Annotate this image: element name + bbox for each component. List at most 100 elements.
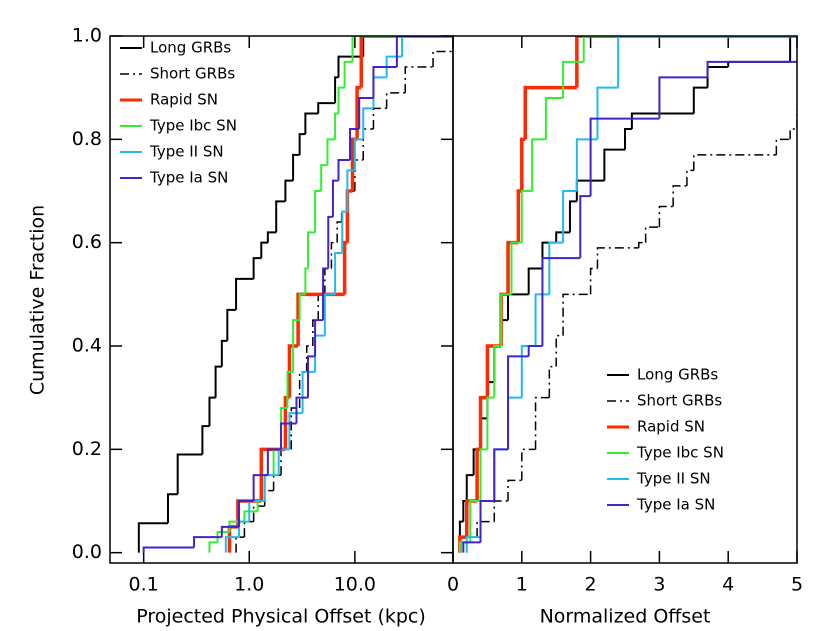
step-line [644, 226, 660, 243]
step-line [462, 541, 481, 553]
step-line [355, 85, 362, 140]
step-line [706, 66, 729, 88]
step-line [548, 365, 557, 398]
x-tick-label: 4 [722, 574, 734, 596]
plot-frame [109, 35, 454, 564]
step-line [337, 86, 345, 114]
step-line [362, 107, 374, 140]
legend-label: Rapid SN [150, 91, 218, 109]
step-line [334, 112, 339, 140]
step-line [176, 453, 203, 495]
y-tick-label: 0.8 [72, 128, 102, 150]
x-tick-label: 3 [653, 574, 665, 596]
step-line [292, 153, 300, 181]
step-line [314, 334, 325, 372]
step-line [272, 474, 282, 491]
step-line [603, 148, 625, 181]
step-line [324, 267, 332, 295]
step-line [493, 345, 502, 383]
step-line [706, 60, 797, 78]
step-line [337, 55, 364, 78]
y-axis-title: Cumulative Fraction [27, 205, 49, 395]
legend: Long GRBs Short GRBs Rapid SN Type Ibc SN Ty… [607, 366, 724, 514]
step-line [216, 531, 230, 543]
step-line [520, 137, 526, 191]
x-tick-label: 1.0 [234, 574, 264, 596]
step-line [507, 355, 529, 450]
step-line [432, 50, 453, 67]
step-line [326, 138, 336, 166]
step-line [523, 85, 577, 140]
legend-label: Long GRBs [637, 366, 718, 384]
step-line [330, 241, 338, 269]
step-line [334, 76, 339, 104]
step-line [520, 190, 533, 243]
step-line [479, 448, 488, 501]
step-line [226, 308, 237, 341]
step-line [465, 536, 481, 553]
step-line [493, 345, 502, 398]
step-line [478, 395, 488, 450]
step-line [317, 102, 336, 114]
x-tick-label: 5 [791, 574, 803, 596]
step-line [351, 36, 453, 62]
x-tick-label: 2 [585, 574, 597, 596]
step-line [527, 345, 543, 357]
step-line [534, 396, 550, 450]
legend-label: Type Ia SN [636, 496, 715, 514]
step-line [292, 319, 300, 372]
step-line [331, 179, 339, 217]
legend-label: Long GRBs [150, 39, 231, 57]
x-tick-label: 1 [516, 574, 528, 596]
step-line [562, 293, 591, 336]
step-line [286, 370, 294, 408]
legend-label: Type Ibc SN [636, 444, 724, 462]
step-line [288, 412, 303, 450]
step-line [284, 179, 294, 202]
step-line [235, 277, 254, 310]
step-line [336, 221, 342, 243]
step-line [775, 138, 791, 155]
step-line [287, 344, 299, 398]
step-line [353, 138, 364, 171]
step-line [280, 448, 292, 476]
step-line [214, 365, 222, 398]
step-line [562, 190, 577, 243]
step-line [362, 36, 453, 57]
step-line [337, 159, 351, 181]
step-line [166, 493, 178, 524]
step-line [263, 474, 279, 501]
step-line [275, 200, 286, 233]
step-line [320, 164, 328, 191]
step-line [465, 499, 478, 538]
step-line [404, 66, 434, 93]
step-line [137, 522, 168, 553]
step-line [263, 489, 274, 507]
y-tick-label: 1.0 [72, 25, 102, 47]
step-line [469, 500, 481, 543]
step-line [322, 267, 329, 321]
step-line [307, 231, 316, 269]
step-line [220, 525, 240, 538]
step-line [568, 200, 577, 233]
step-line [582, 36, 797, 62]
step-line [280, 422, 297, 450]
legend-label: Short GRBs [637, 392, 722, 410]
legend-label: Rapid SN [637, 418, 705, 436]
step-line [541, 257, 581, 346]
y-tick-label: 0.2 [72, 438, 102, 460]
x-axis-title: Projected Physical Offset (kpc) [136, 606, 426, 628]
step-line [301, 370, 316, 414]
legend: Long GRBs Short GRBs Rapid SN Type Ibc SN Ty… [120, 39, 237, 187]
step-line [555, 334, 564, 367]
step-line [260, 241, 268, 259]
step-line [334, 252, 343, 295]
step-line [789, 128, 797, 140]
step-line [235, 536, 245, 553]
y-tick-label: 0.0 [72, 541, 102, 563]
step-line [358, 97, 374, 129]
step-line [510, 241, 522, 295]
step-line [521, 448, 536, 481]
step-line [314, 319, 324, 357]
